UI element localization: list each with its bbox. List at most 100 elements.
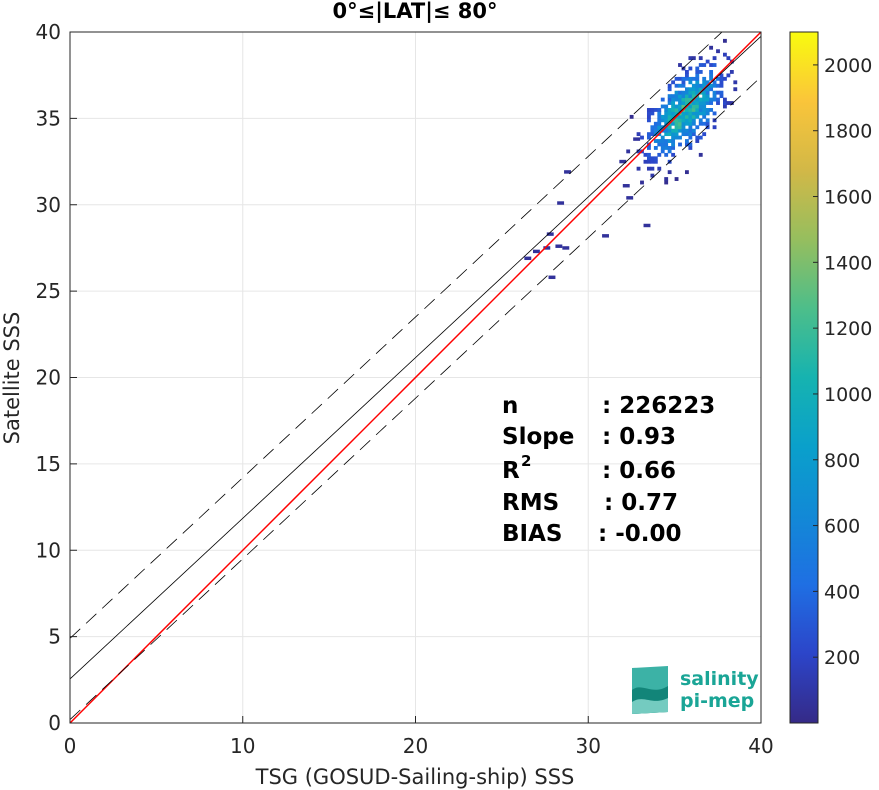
heatmap-cell — [678, 83, 682, 88]
heatmap-cell — [733, 80, 738, 85]
heatmap-cell — [555, 244, 563, 248]
heatmap-cell — [660, 135, 665, 140]
y-tick-label-1: 5 — [48, 625, 61, 649]
heatmap-cell — [671, 142, 676, 147]
heatmap-cell — [681, 118, 686, 123]
heatmap-cell — [650, 108, 655, 112]
heatmap-cell — [646, 111, 651, 116]
heatmap-cell — [698, 63, 703, 67]
heatmap-cell — [705, 97, 710, 102]
heatmap-cell — [524, 256, 532, 261]
heatmap-cell — [646, 156, 651, 161]
heatmap-cell — [722, 101, 727, 105]
y-tick-label-2: 10 — [36, 538, 61, 562]
heatmap-cell — [684, 94, 689, 99]
heatmap-cell — [562, 246, 570, 250]
heatmap-cell — [674, 132, 679, 137]
heatmap-cell — [688, 128, 693, 133]
heatmap-cell — [664, 121, 669, 126]
heatmap-cell — [674, 97, 679, 102]
heatmap-cell — [646, 118, 651, 123]
heatmap-cell — [671, 104, 676, 109]
heatmap-cell — [681, 111, 686, 116]
heatmap-cell — [684, 170, 689, 175]
stat-key-3: RMS — [502, 490, 559, 516]
heatmap-cell — [712, 125, 717, 130]
heatmap-cell — [657, 114, 662, 119]
heatmap-cell — [695, 90, 700, 95]
heatmap-cell — [660, 104, 665, 109]
heatmap-cell — [657, 125, 662, 130]
heatmap-cell — [719, 94, 724, 99]
heatmap-cell — [698, 118, 703, 123]
heatmap-cell — [688, 90, 693, 95]
heatmap-cell — [691, 87, 696, 92]
heatmap-cell — [695, 108, 700, 112]
heatmap-cell — [674, 90, 679, 95]
heatmap-cell — [716, 97, 720, 102]
heatmap-cell — [695, 114, 700, 119]
heatmap-cell — [684, 76, 689, 81]
heatmap-cell — [653, 121, 658, 126]
heatmap-cell — [681, 97, 686, 102]
heatmap-cell — [667, 87, 672, 92]
heatmap-cell — [681, 121, 686, 126]
heatmap-cell — [705, 94, 710, 99]
heatmap-cell — [678, 125, 682, 130]
heatmap-cell — [719, 80, 724, 85]
heatmap-cell — [664, 118, 669, 123]
heatmap-cell — [695, 139, 700, 143]
heatmap-cell — [678, 108, 682, 112]
heatmap-cell — [646, 135, 651, 140]
heatmap-cell — [619, 159, 627, 164]
heatmap-cell — [688, 87, 693, 92]
heatmap-cell — [719, 76, 724, 81]
stat-sup-2: 2 — [521, 452, 531, 470]
regression-lines — [70, 32, 761, 723]
x-tick-label-1: 10 — [230, 734, 255, 758]
heatmap-cell — [671, 114, 676, 119]
heatmap-cell — [688, 108, 693, 112]
heatmap-cell — [678, 114, 682, 119]
y-tick-label-7: 35 — [36, 106, 61, 130]
heatmap-cell — [660, 146, 665, 150]
heatmap-cell — [681, 101, 686, 105]
heatmap-cell — [643, 159, 648, 164]
heatmap-cell — [702, 101, 707, 105]
heatmap-cell — [681, 104, 686, 109]
heatmap-cell — [657, 166, 662, 171]
heatmap-cell — [702, 90, 707, 95]
heatmap-cell — [636, 166, 641, 171]
heatmap-cell — [716, 49, 720, 54]
heatmap-cell — [684, 87, 689, 92]
stat-key-1: Slope — [502, 424, 574, 450]
heatmap-cell — [719, 83, 724, 88]
heatmap-cell — [678, 94, 682, 99]
y-axis-label: Satellite SSS — [0, 312, 24, 445]
heatmap-cell — [564, 170, 571, 174]
stats-block: n: 226223 Slope: 0.93 R 2: 0.66 RMS: 0.77 BIA… — [502, 393, 715, 547]
heatmap-cell — [709, 73, 714, 78]
heatmap-cell — [716, 101, 720, 105]
heatmap-cell — [698, 152, 703, 157]
heatmap-cell — [695, 101, 700, 105]
heatmap-cell — [646, 114, 651, 119]
y-tick-label-6: 30 — [36, 193, 61, 217]
x-axis-label: TSG (GOSUD-Sailing-ship) SSS — [255, 765, 575, 789]
x-tick-label-0: 0 — [64, 734, 77, 758]
heatmap-cell — [698, 70, 703, 74]
heatmap-cell — [650, 173, 655, 178]
y-tick-label-5: 25 — [36, 279, 61, 303]
heatmap-cell — [705, 111, 710, 116]
heatmap-cell — [674, 118, 679, 123]
heatmap-cell — [646, 146, 651, 150]
heatmap-cell — [650, 159, 655, 164]
heatmap-cell — [722, 52, 727, 57]
heatmap-cell — [709, 108, 714, 112]
heatmap-cell — [702, 97, 707, 102]
heatmap-cell — [671, 139, 676, 143]
heatmap-cell — [667, 111, 672, 116]
heatmap-cell — [646, 108, 651, 112]
colorbar-tick-label-1: 400 — [824, 581, 860, 603]
heatmap-cell — [688, 118, 693, 123]
